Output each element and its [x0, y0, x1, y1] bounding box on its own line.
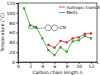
point — [59, 40, 61, 42]
tick: 8 — [66, 62, 69, 69]
point — [65, 41, 67, 43]
y-axis: 0 20 40 60 80 100 120 — [6, 1, 18, 65]
point — [71, 37, 73, 39]
marks — [23, 7, 92, 56]
tick-label: 10 — [76, 64, 82, 69]
tick: 2 — [29, 62, 32, 69]
tick-label: 0 — [17, 64, 20, 69]
tick-label: 2 — [29, 64, 32, 69]
point — [66, 51, 68, 53]
legend-swatch — [59, 7, 65, 8]
series-line — [24, 8, 91, 55]
tick: 80 — [9, 21, 18, 26]
plot: 024681012020406080100120Isotropic transi… — [6, 1, 100, 69]
tick-label: 0 — [12, 60, 15, 65]
tick: 40 — [9, 40, 18, 45]
point — [84, 35, 86, 37]
annotation: CₙH₂ₙ₊₁ — [28, 25, 43, 30]
frame — [18, 3, 97, 62]
point — [47, 49, 49, 51]
tick: 6 — [54, 62, 57, 69]
tick-label: 12 — [89, 64, 95, 69]
x-title: Carbon chain length n — [33, 70, 83, 75]
point — [78, 36, 80, 38]
point — [41, 37, 43, 39]
y-title: Temperature (°C) — [0, 13, 5, 53]
point — [47, 44, 49, 46]
tick-label: 100 — [6, 11, 15, 16]
tick: 60 — [9, 30, 18, 35]
point — [59, 46, 61, 48]
point — [23, 7, 25, 9]
point — [84, 33, 86, 35]
x-axis: 0 2 4 6 8 10 12 — [17, 62, 97, 69]
legend-label: Isotropic transition — [67, 5, 100, 10]
annotation: CN — [60, 25, 66, 30]
tick-label: 40 — [9, 40, 15, 45]
tick-label: 20 — [9, 50, 15, 55]
point — [53, 47, 55, 49]
point — [72, 40, 74, 42]
tick: 0 — [17, 62, 20, 69]
point — [53, 54, 55, 56]
tick-label: 8 — [66, 64, 69, 69]
tick-label: 80 — [9, 21, 15, 26]
series-line — [48, 33, 91, 47]
tick: 12 — [89, 62, 95, 69]
tick: 100 — [6, 11, 18, 16]
legend: Isotropic transitionMelts — [59, 5, 100, 16]
point — [90, 37, 92, 39]
tick: 10 — [76, 62, 82, 69]
tick: 20 — [9, 50, 18, 55]
ring — [45, 25, 51, 31]
tick-label: 60 — [9, 30, 15, 35]
ring — [51, 25, 57, 31]
point — [78, 39, 80, 41]
point — [90, 32, 92, 34]
tick: 120 — [6, 1, 18, 6]
tick-label: 120 — [6, 1, 15, 6]
tick-label: 6 — [54, 64, 57, 69]
tick: 4 — [41, 62, 44, 69]
bond — [43, 27, 45, 28]
tick: 0 — [12, 60, 18, 65]
legend-label: Melts — [67, 10, 78, 15]
legend-swatch — [59, 12, 65, 13]
tick-label: 4 — [41, 64, 44, 69]
chart: 024681012020406080100120Isotropic transi… — [0, 0, 100, 75]
molecule: CₙH₂ₙ₊₁ CN — [28, 25, 66, 31]
